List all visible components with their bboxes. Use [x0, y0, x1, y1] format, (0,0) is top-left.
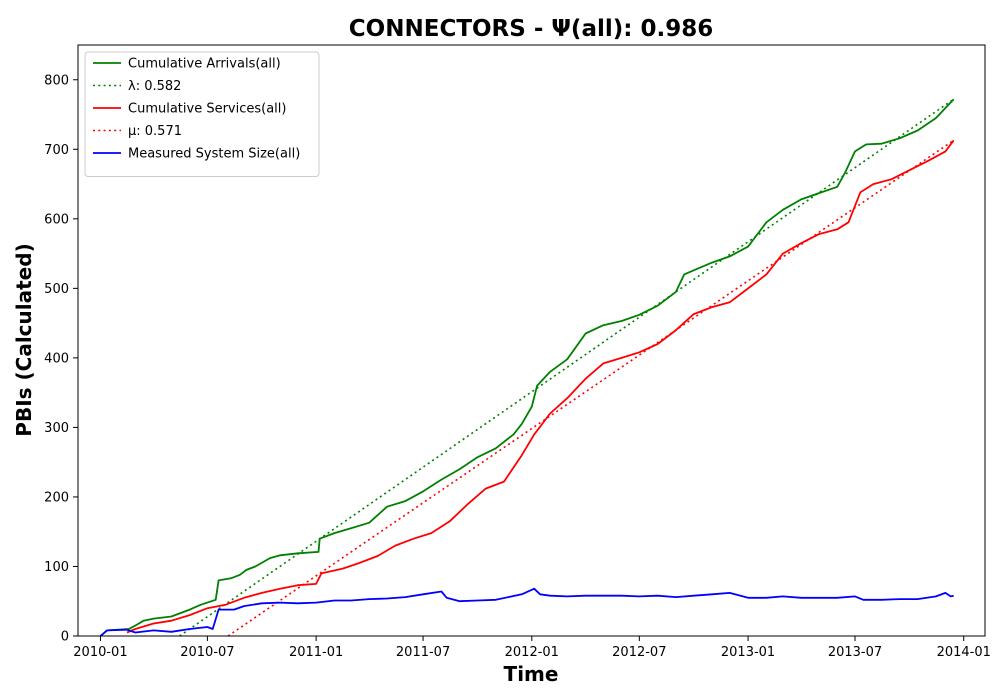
x-tick-label: 2013-07: [828, 645, 882, 660]
x-tick-label: 2014-01: [937, 645, 991, 660]
series-line-3: [227, 139, 955, 637]
legend-label: λ: 0.582: [128, 79, 181, 94]
legend-label: μ: 0.571: [128, 124, 182, 139]
series-line-2: [126, 139, 955, 634]
y-tick-label: 200: [44, 490, 69, 505]
y-tick-label: 300: [44, 421, 69, 436]
legend-box: [84, 51, 320, 177]
x-tick-label: 2013-01: [721, 645, 775, 660]
y-tick-label: 100: [44, 560, 69, 575]
y-tick-label: 800: [44, 73, 69, 88]
legend-label: Cumulative Services(all): [128, 102, 286, 117]
y-axis-label: PBIs (Calculated): [12, 243, 36, 436]
chart-title: CONNECTORS - Ψ(all): 0.986: [349, 16, 713, 42]
y-tick-label: 500: [44, 282, 69, 297]
x-tick-label: 2011-01: [289, 645, 343, 660]
x-tick-label: 2012-01: [505, 645, 559, 660]
legend: Cumulative Arrivals(all) λ: 0.582 Cumulati…: [84, 51, 320, 177]
series-line-0: [99, 98, 955, 637]
legend-label: Measured System Size(all): [128, 147, 300, 162]
y-tick-label: 0: [61, 630, 69, 645]
x-tick-label: 2012-07: [612, 645, 666, 660]
x-tick-label: 2010-01: [73, 645, 127, 660]
ticks-layer: 2010-01 2010-07 2011-01 2011-07 2012-01 2012-…: [44, 73, 991, 660]
series-line-4: [99, 587, 954, 637]
y-tick-label: 700: [44, 143, 69, 158]
x-tick-label: 2010-07: [180, 645, 234, 660]
y-tick-label: 400: [44, 351, 69, 366]
series-layer: [99, 98, 955, 637]
y-tick-label: 600: [44, 212, 69, 227]
legend-label: Cumulative Arrivals(all): [128, 57, 281, 72]
x-axis-label: Time: [504, 662, 559, 686]
x-tick-label: 2011-07: [396, 645, 450, 660]
plot-frame: [77, 44, 986, 637]
series-line-1: [179, 98, 955, 637]
